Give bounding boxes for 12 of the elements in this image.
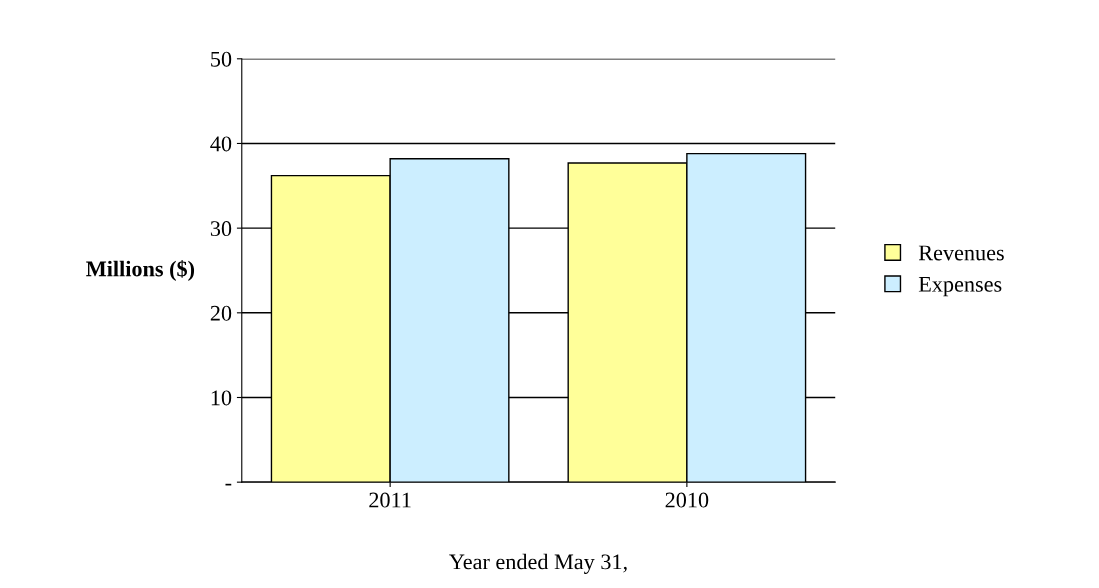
y-tick-label: 30 xyxy=(210,221,232,237)
legend-label: Expenses xyxy=(918,277,1002,297)
y-tick-label: - xyxy=(225,483,232,486)
x-tick-label: 2010 xyxy=(665,492,709,508)
x-tick-label: 2011 xyxy=(369,492,411,508)
y-tick-label: 20 xyxy=(210,305,232,321)
y-tick-label: 10 xyxy=(211,390,232,406)
y-axis-title: Millions ($) xyxy=(86,260,195,281)
y-tick-label: 40 xyxy=(210,136,232,152)
y-tick-label: 50 xyxy=(211,51,232,67)
x-axis-title: Year ended May 31, xyxy=(449,553,627,574)
legend-label: Revenues xyxy=(918,245,1004,261)
